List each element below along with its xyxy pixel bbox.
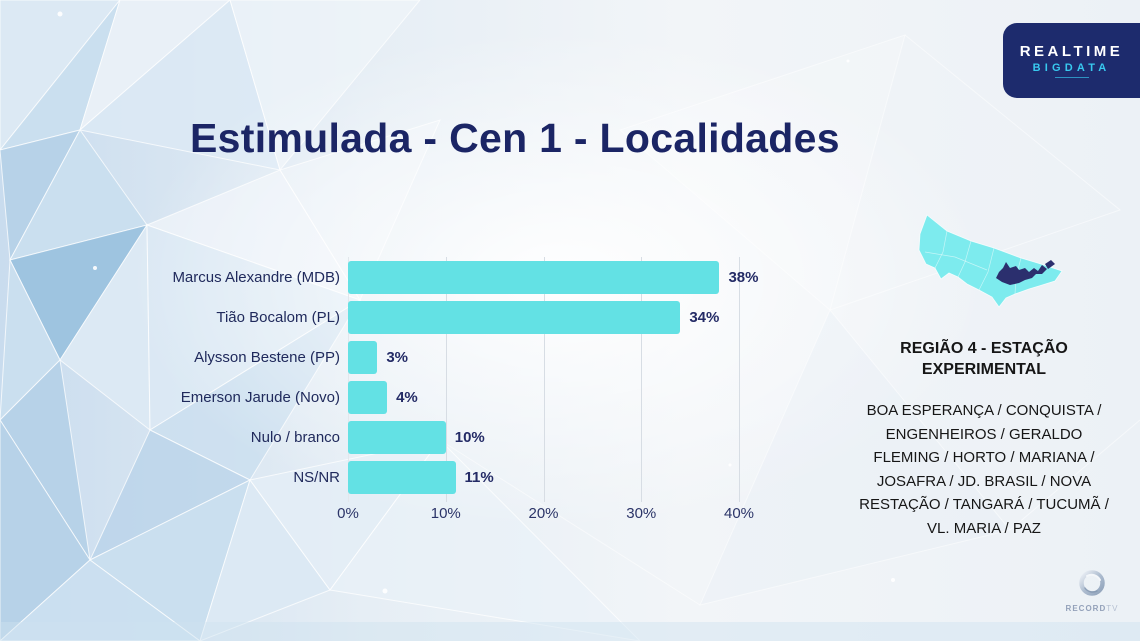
bar bbox=[348, 260, 720, 294]
page-title: Estimulada - Cen 1 - Localidades bbox=[190, 115, 840, 161]
bar-row: Emerson Jarude (Novo) 4% bbox=[150, 377, 418, 417]
bar-row: Tião Bocalom (PL) 34% bbox=[150, 297, 719, 337]
bar-chart: Marcus Alexandre (MDB) 38% Tião Bocalom (P… bbox=[150, 257, 960, 537]
recordtv-record-text: RECORD bbox=[1065, 604, 1107, 613]
bar-value-label: 10% bbox=[454, 428, 485, 446]
bigdata-logo-text: BIGDATA bbox=[1032, 62, 1111, 74]
realtime-bigdata-logo: REALTIME BIGDATA bbox=[1003, 23, 1140, 98]
map-highlighted-sliver bbox=[1045, 260, 1055, 269]
logo-underline bbox=[1054, 77, 1089, 78]
bar-value-label: 11% bbox=[464, 468, 494, 486]
gridline bbox=[739, 257, 740, 502]
region-map bbox=[918, 214, 1063, 308]
bar bbox=[348, 340, 378, 374]
bar-category-label: Nulo / branco bbox=[250, 428, 340, 446]
recordtv-logo: RECORDTV bbox=[1052, 568, 1132, 613]
gridline bbox=[641, 257, 643, 502]
x-axis-tick: 40% bbox=[723, 505, 755, 522]
bar-value-label: 38% bbox=[728, 268, 759, 286]
bar-value-label: 34% bbox=[689, 308, 720, 326]
bar-row: NS/NR 11% bbox=[150, 457, 494, 497]
map-highlighted-region bbox=[996, 262, 1047, 285]
bar bbox=[348, 460, 456, 494]
x-axis-tick: 0% bbox=[337, 505, 359, 522]
bar-value-label: 4% bbox=[396, 388, 418, 406]
bar-row: Marcus Alexandre (MDB) 38% bbox=[150, 257, 758, 297]
bar-row: Nulo / branco 10% bbox=[150, 417, 485, 457]
gridline bbox=[348, 257, 349, 502]
recordtv-tv-text: TV bbox=[1106, 604, 1119, 613]
bar bbox=[348, 420, 446, 454]
bar bbox=[348, 380, 388, 414]
recordtv-icon bbox=[1079, 570, 1105, 596]
bar-category-label: Marcus Alexandre (MDB) bbox=[172, 268, 340, 286]
bar-category-label: NS/NR bbox=[293, 468, 340, 486]
x-axis-tick: 20% bbox=[528, 505, 559, 522]
bar-value-label: 3% bbox=[386, 348, 408, 366]
recordtv-wordmark: RECORDTV bbox=[1052, 604, 1132, 613]
gridline bbox=[543, 257, 545, 502]
gridline bbox=[445, 257, 447, 502]
x-axis-tick: 30% bbox=[626, 505, 657, 522]
region-title: REGIÃO 4 - ESTAÇÃO EXPERIMENTAL bbox=[900, 340, 1068, 378]
bar-category-label: Alysson Bestene (PP) bbox=[194, 348, 340, 366]
bar bbox=[348, 300, 681, 334]
region-localities: BOA ESPERANÇA / CONQUISTA / ENGENHEIROS … bbox=[859, 402, 1109, 537]
bar-category-label: Tião Bocalom (PL) bbox=[216, 308, 340, 326]
bar-category-label: Emerson Jarude (Novo) bbox=[180, 388, 340, 406]
x-axis-tick: 10% bbox=[430, 505, 461, 522]
bar-row: Alysson Bestene (PP) 3% bbox=[150, 337, 408, 377]
realtime-logo-text: REALTIME bbox=[1019, 43, 1124, 60]
